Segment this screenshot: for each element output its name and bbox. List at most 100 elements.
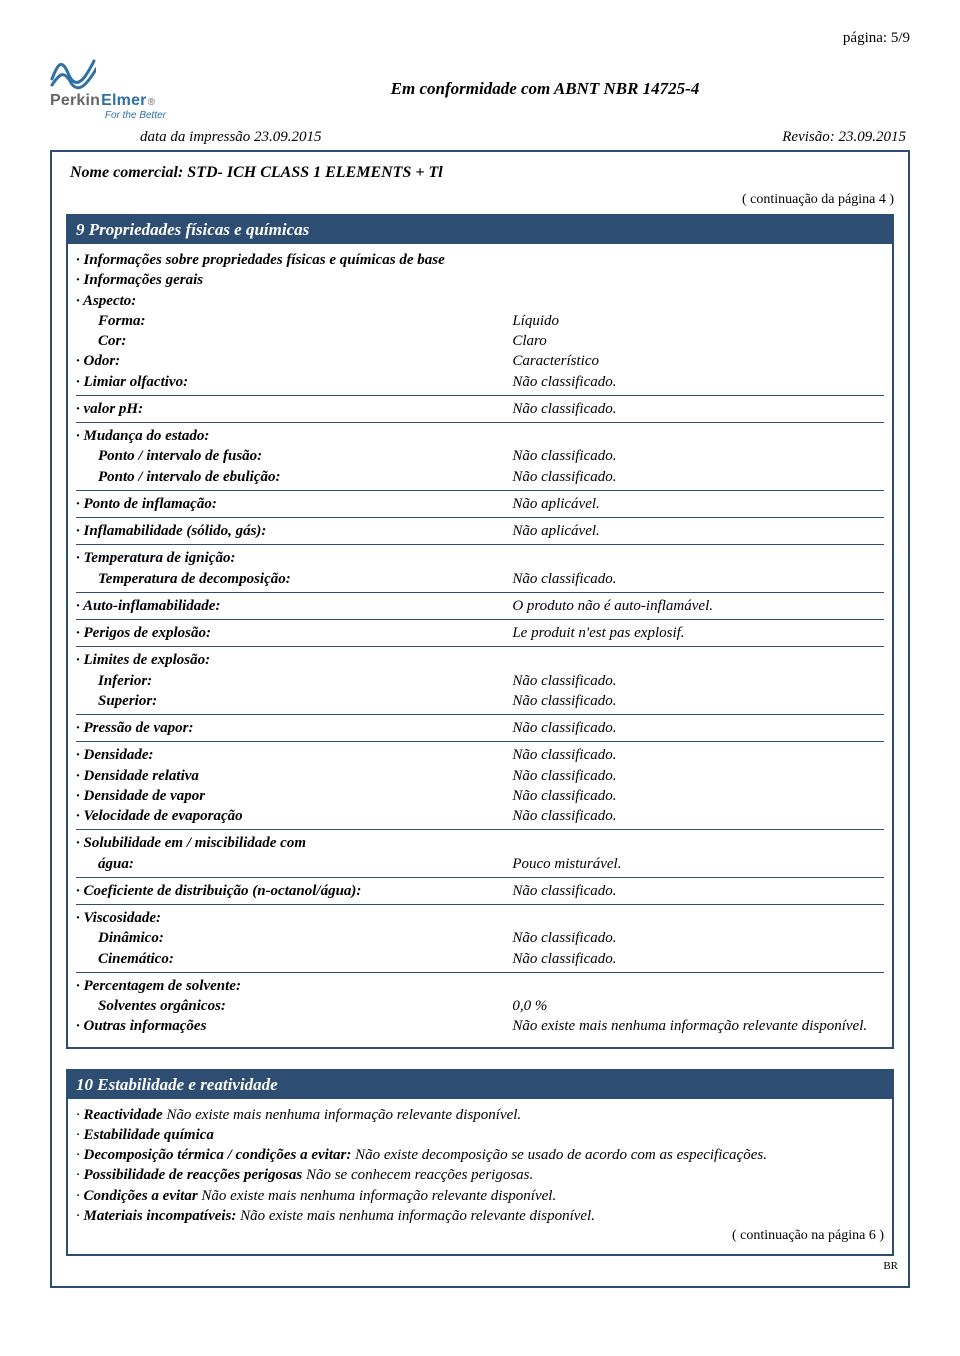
viscc-v: Não classificado. (512, 949, 884, 969)
brand-b: Elmer (101, 92, 146, 110)
print-date: 23.09.2015 (254, 129, 322, 145)
page-indicator: página: 5/9 (50, 30, 910, 47)
odor-v: Característico (512, 351, 884, 371)
aspect: · Aspecto: (76, 291, 512, 311)
revision-label: Revisão: (782, 129, 834, 145)
flam-l: · Inflamabilidade (sólido, gás): (76, 521, 512, 541)
tm-icon: ® (148, 97, 155, 108)
revision-date: 23.09.2015 (839, 129, 907, 145)
continued-from: ( continuação da página 4 ) (66, 192, 894, 208)
header: PerkinElmer® For the Better Em conformid… (50, 51, 910, 121)
divider (76, 972, 884, 973)
other-l: · Outras informações (76, 1016, 512, 1036)
divider (76, 877, 884, 878)
sol-l1: · Solubilidade em / miscibilidade com (76, 833, 512, 853)
vap-l: · Pressão de vapor: (76, 718, 512, 738)
divider (76, 619, 884, 620)
olf-l: · Limiar olfactivo: (76, 372, 512, 392)
haz-line: · Possibilidade de reacções perigosas Nã… (76, 1165, 884, 1185)
expinf-v: Não classificado. (512, 671, 884, 691)
vap-v: Não classificado. (512, 718, 884, 738)
divider (76, 395, 884, 396)
divider (76, 592, 884, 593)
brand-logo: PerkinElmer® For the Better (50, 51, 170, 121)
auto-v: O produto não é auto-inflamável. (512, 596, 884, 616)
flash-l: · Ponto de inflamação: (76, 494, 512, 514)
brand-a: Perkin (50, 92, 100, 110)
color-v: Claro (512, 331, 884, 351)
mat-line: · Materiais incompatíveis: Não existe ma… (76, 1206, 884, 1226)
info-base: · Informações sobre propriedades físicas… (76, 250, 512, 270)
form-l: Forma: (76, 311, 146, 331)
product-label: Nome comercial: (70, 164, 183, 181)
meta-row: data da impressão 23.09.2015 Revisão: 23… (50, 129, 910, 146)
expsup-v: Não classificado. (512, 691, 884, 711)
continued-to: ( continuação na página 6 ) (76, 1228, 884, 1244)
decomp-l: Temperatura de decomposição: (76, 569, 291, 589)
sol-l2: água: (76, 854, 134, 874)
densvap-v: Não classificado. (512, 786, 884, 806)
densvap-l: · Densidade de vapor (76, 786, 512, 806)
expl-l: · Perigos de explosão: (76, 623, 512, 643)
flam-v: Não aplicável. (512, 521, 884, 541)
flash-v: Não aplicável. (512, 494, 884, 514)
print-label: data da impressão (140, 129, 250, 145)
solorg-v: 0,0 % (512, 996, 884, 1016)
decomp-v: Não classificado. (512, 569, 884, 589)
divider (76, 544, 884, 545)
fusion-l: Ponto / intervalo de fusão: (76, 446, 262, 466)
odor-l: · Odor: (76, 351, 512, 371)
densrel-l: · Densidade relativa (76, 766, 512, 786)
ign-l: · Temperatura de ignição: (76, 548, 512, 568)
divider (76, 646, 884, 647)
coef-v: Não classificado. (512, 881, 884, 901)
other-v: Não existe mais nenhuma informação relev… (512, 1016, 884, 1036)
outer-frame: Nome comercial: STD- ICH CLASS 1 ELEMENT… (50, 150, 910, 1288)
divider (76, 904, 884, 905)
divider (76, 422, 884, 423)
brand-tagline: For the Better (50, 110, 166, 121)
expsup-l: Superior: (76, 691, 157, 711)
solorg-l: Solventes orgânicos: (76, 996, 226, 1016)
viscd-v: Não classificado. (512, 928, 884, 948)
evap-v: Não classificado. (512, 806, 884, 826)
divider (76, 490, 884, 491)
cond-line: · Condições a evitar Não existe mais nen… (76, 1186, 884, 1206)
expinf-l: Inferior: (76, 671, 152, 691)
product-name: Nome comercial: STD- ICH CLASS 1 ELEMENT… (70, 164, 894, 182)
fusion-v: Não classificado. (512, 446, 884, 466)
product-value: STD- ICH CLASS 1 ELEMENTS + Tl (187, 164, 442, 181)
react-line: · Reactividade Não existe mais nenhuma i… (76, 1105, 884, 1125)
dens-v: Não classificado. (512, 745, 884, 765)
decomp-line: · Decomposição térmica / condições a evi… (76, 1145, 884, 1165)
stab-line: · Estabilidade química (76, 1125, 884, 1145)
ph-v: Não classificado. (512, 399, 884, 419)
compliance-line: Em conformidade com ABNT NBR 14725-4 (180, 79, 910, 99)
explim-l: · Limites de explosão: (76, 650, 512, 670)
pct-l: · Percentagem de solvente: (76, 976, 512, 996)
viscd-l: Dinâmico: (76, 928, 164, 948)
divider (76, 829, 884, 830)
section-9: 9 Propriedades físicas e químicas · Info… (66, 214, 894, 1049)
evap-l: · Velocidade de evaporação (76, 806, 512, 826)
divider (76, 741, 884, 742)
section-10-title: 10 Estabilidade e reatividade (68, 1071, 892, 1099)
boil-l: Ponto / intervalo de ebulição: (76, 467, 280, 487)
info-gen: · Informações gerais (76, 270, 512, 290)
state-l: · Mudança do estado: (76, 426, 512, 446)
visc-l: · Viscosidade: (76, 908, 512, 928)
divider (76, 714, 884, 715)
section-10: 10 Estabilidade e reatividade · Reactivi… (66, 1069, 894, 1257)
form-v: Líquido (512, 311, 884, 331)
divider (76, 517, 884, 518)
sol-v: Pouco misturável. (512, 854, 884, 874)
section-9-title: 9 Propriedades físicas e químicas (68, 216, 892, 244)
wave-icon (50, 51, 96, 91)
color-l: Cor: (76, 331, 126, 351)
dens-l: · Densidade: (76, 745, 512, 765)
densrel-v: Não classificado. (512, 766, 884, 786)
ph-l: · valor pH: (76, 399, 512, 419)
coef-l: · Coeficiente de distribuição (n-octanol… (76, 881, 512, 901)
expl-v: Le produit n'est pas explosif. (512, 623, 884, 643)
olf-v: Não classificado. (512, 372, 884, 392)
